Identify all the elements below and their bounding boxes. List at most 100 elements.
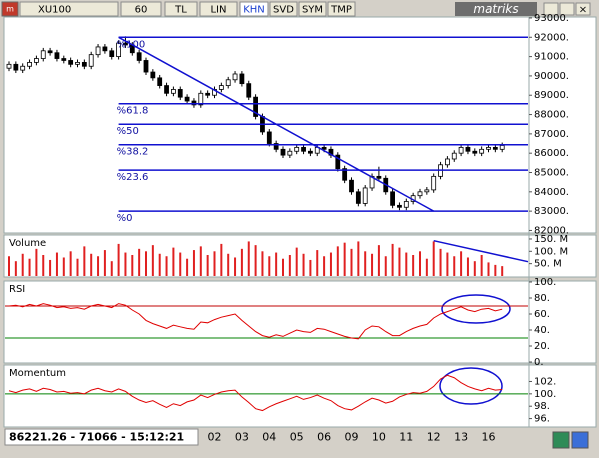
toolbar-button-label: KHN	[243, 5, 265, 16]
candle-body	[355, 191, 361, 204]
y-tick-label: 91000.	[534, 52, 569, 63]
candle-body	[109, 50, 115, 58]
y-tick-label: 50. M	[534, 259, 562, 270]
candle-body	[177, 89, 183, 98]
momentum-highlight	[439, 367, 503, 405]
panel-title: Momentum	[9, 368, 66, 379]
x-tick-label: 11	[399, 431, 413, 444]
candle-body	[136, 52, 142, 61]
maximize-button[interactable]	[559, 2, 575, 16]
y-tick-label: 84000.	[534, 187, 569, 198]
candle-body	[301, 146, 306, 152]
candle-body	[362, 187, 368, 204]
candle-body	[266, 131, 272, 144]
toolbar-button[interactable]	[298, 1, 327, 17]
candle-body	[458, 146, 464, 154]
candle-body	[157, 77, 163, 86]
candle-body	[95, 46, 101, 56]
minimize-button[interactable]	[543, 2, 559, 16]
candle-body	[403, 201, 409, 208]
y-tick-label: 83000.	[534, 206, 569, 217]
candle-body	[150, 71, 156, 79]
y-tick-label: 85000.	[534, 168, 569, 179]
toolbar-button-label: SYM	[302, 5, 323, 16]
x-tick-label: 13	[454, 431, 468, 444]
y-tick-label: 0.	[534, 357, 544, 368]
y-tick-label: 102.	[534, 376, 556, 387]
x-tick-label: 04	[262, 431, 276, 444]
candle-body	[492, 146, 498, 150]
candle-body	[34, 58, 39, 63]
y-tick-label: 100.	[534, 277, 556, 288]
toolbar-button-label: TMP	[330, 5, 352, 16]
candle-body	[287, 150, 293, 156]
toolbar-buttons: TL LIN KHN SVD SYM TMP	[164, 1, 356, 17]
toolbar-button[interactable]	[269, 1, 298, 17]
y-tick-label: 80.	[534, 293, 550, 304]
candle-body	[184, 96, 190, 102]
candle-body	[499, 145, 505, 150]
candle-body	[273, 143, 279, 150]
toolbar-button[interactable]	[239, 1, 269, 17]
candle-body	[465, 146, 471, 152]
candle-body	[61, 58, 67, 61]
candle-body	[68, 60, 74, 65]
candle-body	[116, 42, 121, 58]
price-panel	[3, 16, 597, 234]
candle-body	[431, 175, 437, 191]
status-text: 86221.26 - 71066 - 15:12:21	[9, 431, 184, 444]
candle-body	[349, 179, 354, 193]
trend-line	[118, 36, 435, 212]
candle-body	[335, 154, 341, 170]
candle-body	[6, 63, 12, 69]
y-tick-label: 86000.	[534, 148, 569, 159]
close-button[interactable]	[575, 2, 591, 16]
candle-body	[472, 150, 478, 154]
y-tick-label: 93000.	[534, 13, 569, 24]
candle-body	[390, 191, 396, 206]
panel-title: Volume	[9, 238, 46, 249]
refresh-button[interactable]	[552, 431, 570, 449]
y-tick-label: 100.	[534, 389, 556, 400]
candle-body	[424, 189, 430, 193]
toolbar-button[interactable]	[199, 1, 238, 17]
y-tick-label: 92000.	[534, 32, 569, 43]
candle-body	[27, 61, 32, 67]
candle-body	[54, 52, 60, 59]
rsi-panel	[3, 280, 597, 364]
symbol-box[interactable]	[19, 1, 119, 17]
trend-line	[433, 239, 529, 263]
y-tick-label: 98.	[534, 401, 550, 412]
x-tick-label: 12	[427, 431, 441, 444]
toolbar-button-label: TL	[174, 5, 187, 16]
close-glyph: ×	[579, 5, 587, 16]
toolbar: m XU100 60 TL LIN KHN SVD SYM TMP matriks ×	[1, 1, 591, 17]
app-icon-glyph: m	[6, 5, 14, 14]
candle-body	[218, 85, 224, 90]
fib-label: %0	[117, 213, 133, 224]
app-icon[interactable]	[1, 1, 19, 17]
period: 60	[135, 5, 148, 16]
symbol: XU100	[38, 5, 71, 16]
candle-body	[198, 92, 204, 106]
y-tick-label: 20.	[534, 341, 550, 352]
candle-body	[479, 148, 485, 154]
settings-button[interactable]	[571, 431, 589, 449]
candle-body	[307, 150, 313, 154]
y-tick-label: 87000.	[534, 129, 569, 140]
toolbar-button-label: SVD	[273, 5, 294, 16]
fib-label: %38.2	[117, 147, 149, 158]
candle-body	[81, 61, 87, 67]
candle-body	[342, 168, 348, 181]
candle-body	[397, 204, 402, 208]
toolbar-button[interactable]	[164, 1, 198, 17]
candle-body	[13, 63, 19, 71]
candle-body	[123, 42, 128, 46]
toolbar-button[interactable]	[327, 1, 356, 17]
x-tick-label: 10	[372, 431, 386, 444]
candle-body	[225, 79, 231, 86]
period-box[interactable]	[120, 1, 162, 17]
fib-label: %61.8	[117, 106, 149, 117]
x-tick-label: 16	[482, 431, 496, 444]
